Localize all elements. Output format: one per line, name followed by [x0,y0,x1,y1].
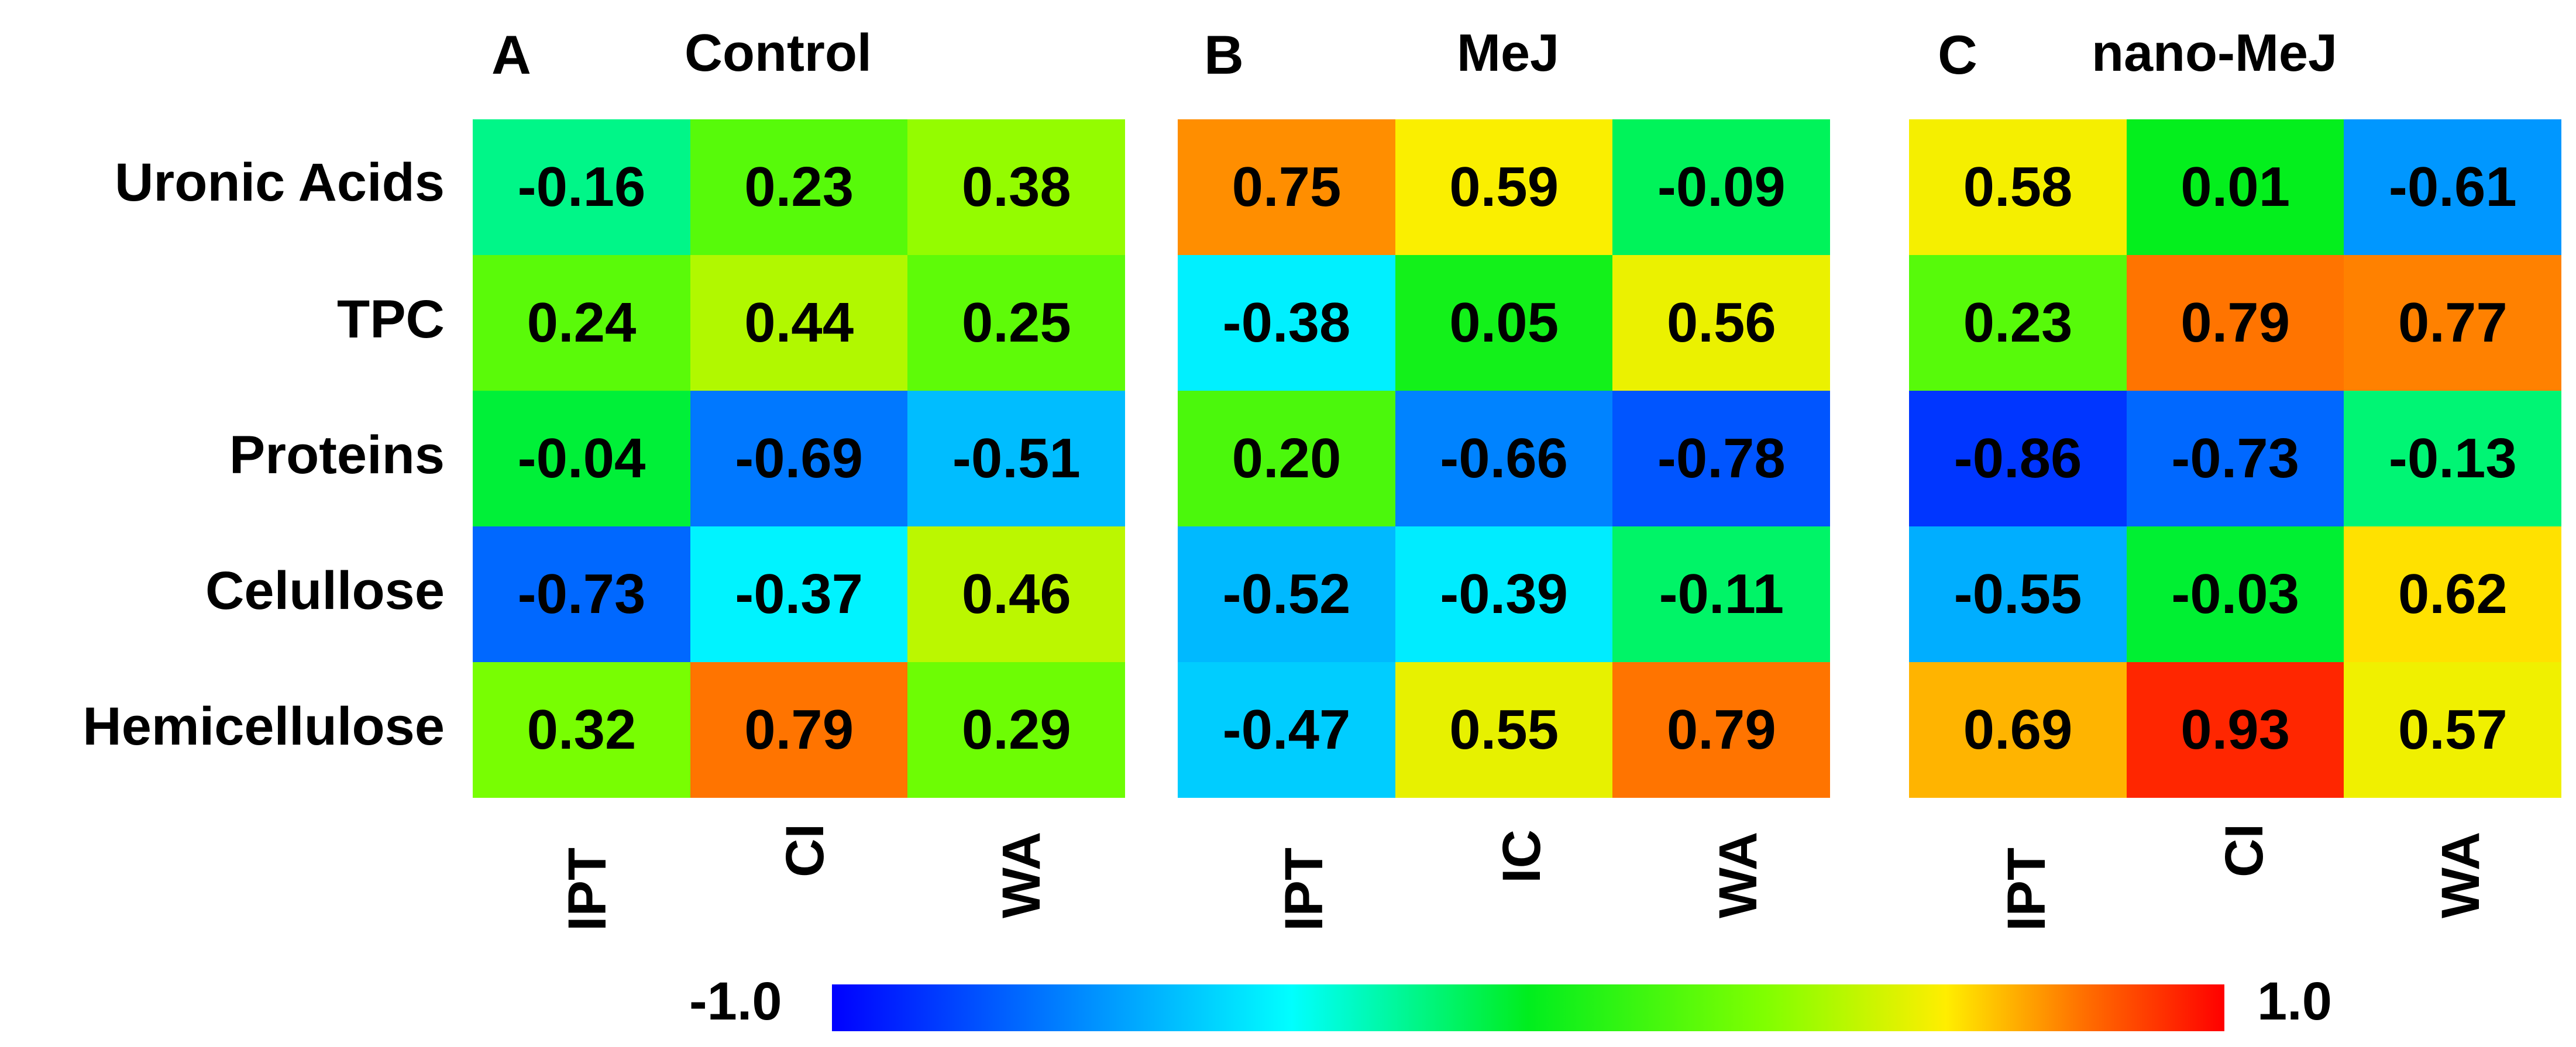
heatmap-cell-a-uronic-acids-wa: 0.38 [907,119,1126,255]
row-label-uronic-acids: Uronic Acids [114,153,445,212]
heatmap-cell-a-hemicellulose-ipt: 0.32 [473,662,690,798]
row-label-tpc: TPC [337,290,445,349]
heatmap-cell-c-proteins-ipt: -0.86 [1909,391,2127,526]
heatmap-panel-b: 0.75 0.59 -0.09 -0.38 0.05 0.56 0.20 -0.66 -0.78… [1178,119,1831,798]
heatmap-cell-c-proteins-wa: -0.13 [2344,391,2562,526]
heatmap-cell-b-hemicellulose-ic: 0.55 [1395,662,1613,798]
heatmap-cell-a-celullose-ci: -0.37 [690,526,908,662]
panel-b-title: MeJ [1457,24,1560,82]
heatmap-cell-a-hemicellulose-wa: 0.29 [907,662,1126,798]
heatmap-cell-a-tpc-ipt: 0.24 [473,255,690,391]
row-label-celullose: Celullose [205,561,445,621]
heatmap-cell-a-celullose-ipt: -0.73 [473,526,690,662]
panel-c-letter: C [1938,24,1977,85]
heatmap-cell-b-uronic-acids-ipt: 0.75 [1178,119,1395,255]
heatmap-cell-a-proteins-ipt: -0.04 [473,391,690,526]
panel-a-col-ci: CI [775,824,835,877]
heatmap-cell-b-uronic-acids-wa: -0.09 [1612,119,1831,255]
panel-b-col-ic: IC [1492,829,1552,883]
panel-a-title: Control [685,24,872,82]
heatmap-cell-b-hemicellulose-ipt: -0.47 [1178,662,1395,798]
heatmap-cell-c-tpc-ipt: 0.23 [1909,255,2127,391]
heatmap-cell-b-tpc-wa: 0.56 [1612,255,1831,391]
heatmap-cell-b-celullose-ic: -0.39 [1395,526,1613,662]
panel-c-col-wa: WA [2431,831,2491,918]
panel-b-letter: B [1204,24,1244,85]
colorbar-min-label: -1.0 [689,972,782,1031]
panel-a-col-wa: WA [992,831,1051,918]
heatmap-cell-a-hemicellulose-ci: 0.79 [690,662,908,798]
heatmap-cell-c-uronic-acids-wa: -0.61 [2344,119,2562,255]
heatmap-cell-b-tpc-ipt: -0.38 [1178,255,1395,391]
heatmap-cell-a-uronic-acids-ci: 0.23 [690,119,908,255]
heatmap-cell-c-celullose-ci: -0.03 [2126,526,2344,662]
panel-b-col-ipt: IPT [1274,847,1334,931]
panel-b-col-wa: WA [1708,831,1768,918]
heatmap-cell-a-celullose-wa: 0.46 [907,526,1126,662]
heatmap-cell-a-proteins-wa: -0.51 [907,391,1126,526]
panel-a-letter: A [491,24,531,85]
heatmap-cell-b-tpc-ic: 0.05 [1395,255,1613,391]
heatmap-cell-c-tpc-ci: 0.79 [2126,255,2344,391]
heatmap-cell-b-proteins-ipt: 0.20 [1178,391,1395,526]
heatmap-panel-a: -0.16 0.23 0.38 0.24 0.44 0.25 -0.04 -0.69 -0.51… [473,119,1126,798]
heatmap-cell-a-tpc-ci: 0.44 [690,255,908,391]
heatmap-cell-c-hemicellulose-ci: 0.93 [2126,662,2344,798]
heatmap-cell-c-celullose-wa: 0.62 [2344,526,2562,662]
colorbar [832,984,2224,1031]
heatmap-cell-c-proteins-ci: -0.73 [2126,391,2344,526]
heatmap-cell-b-celullose-wa: -0.11 [1612,526,1831,662]
heatmap-panel-c: 0.58 0.01 -0.61 0.23 0.79 0.77 -0.86 -0.73 -0.13… [1909,119,2562,798]
panel-c-col-ipt: IPT [1997,847,2056,931]
panel-a-col-ipt: IPT [558,847,617,931]
heatmap-cell-b-celullose-ipt: -0.52 [1178,526,1395,662]
heatmap-cell-b-hemicellulose-wa: 0.79 [1612,662,1831,798]
panel-c-col-ci: CI [2214,824,2274,877]
heatmap-cell-c-hemicellulose-wa: 0.57 [2344,662,2562,798]
heatmap-cell-b-proteins-ic: -0.66 [1395,391,1613,526]
row-label-hemicellulose: Hemicellulose [82,697,445,756]
heatmap-cell-b-uronic-acids-ic: 0.59 [1395,119,1613,255]
heatmap-cell-b-proteins-wa: -0.78 [1612,391,1831,526]
heatmap-cell-c-celullose-ipt: -0.55 [1909,526,2127,662]
heatmap-cell-c-uronic-acids-ci: 0.01 [2126,119,2344,255]
heatmap-cell-a-tpc-wa: 0.25 [907,255,1126,391]
heatmap-cell-c-hemicellulose-ipt: 0.69 [1909,662,2127,798]
row-label-proteins: Proteins [229,425,445,485]
heatmap-cell-c-tpc-wa: 0.77 [2344,255,2562,391]
panel-c-title: nano-MeJ [2092,24,2338,82]
heatmap-cell-a-uronic-acids-ipt: -0.16 [473,119,690,255]
colorbar-max-label: 1.0 [2257,972,2332,1031]
heatmap-cell-c-uronic-acids-ipt: 0.58 [1909,119,2127,255]
heatmap-cell-a-proteins-ci: -0.69 [690,391,908,526]
